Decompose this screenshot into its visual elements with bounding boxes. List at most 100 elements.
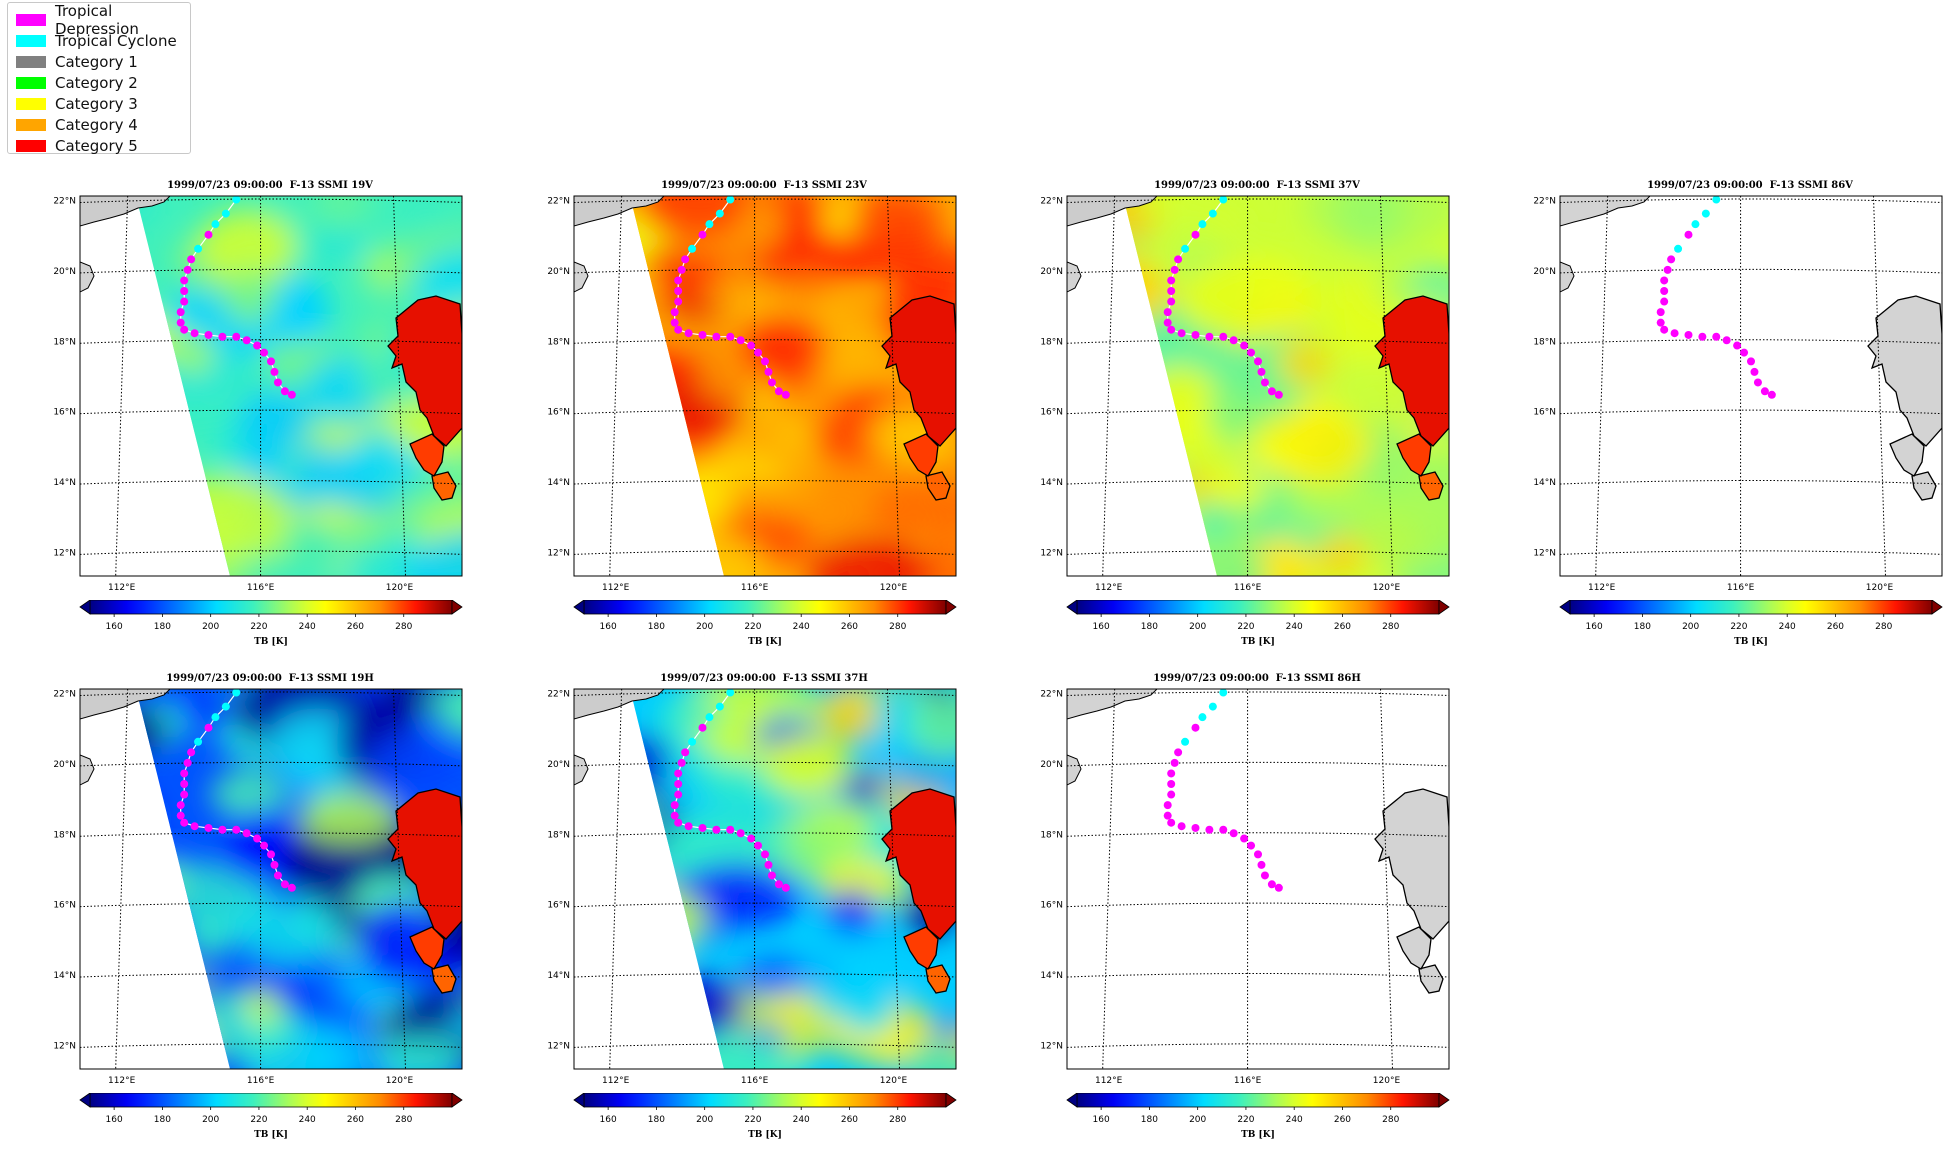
legend-label: Category 5	[55, 136, 138, 155]
lat-tick-label: 22°N	[547, 690, 570, 700]
colorbar-tick-label: 240	[1286, 1115, 1303, 1125]
legend-swatch	[16, 118, 46, 131]
track-point	[698, 330, 707, 339]
track-point	[232, 196, 241, 204]
lat-tick-label: 12°N	[1040, 548, 1063, 558]
colorbar-label: TB [K]	[1241, 637, 1275, 647]
panel-title: 1999/07/23 09:00:00 F-13 SSMI 37H	[660, 673, 868, 684]
lon-tick-label: 112°E	[602, 583, 630, 593]
lat-tick-label: 20°N	[1040, 267, 1063, 277]
track-point	[187, 748, 196, 757]
colorbar-tick-label: 260	[1827, 622, 1844, 632]
lon-tick-label: 112°E	[108, 1076, 136, 1086]
colorbar-tick-label: 240	[1779, 622, 1796, 632]
track-point	[1205, 332, 1214, 341]
track-point	[253, 834, 262, 843]
track-point	[218, 825, 227, 834]
legend-item: Category 3	[16, 93, 182, 114]
colorbar-tick-label: 280	[1875, 622, 1892, 632]
colorbar-tick-label: 160	[1093, 1115, 1110, 1125]
track-point	[774, 387, 783, 396]
track-point	[1733, 341, 1742, 350]
track-point	[1691, 220, 1700, 229]
track-point	[1260, 378, 1269, 387]
track-point	[1167, 818, 1176, 827]
track-point	[180, 287, 189, 295]
lat-tick-label: 12°N	[547, 548, 570, 558]
track-point	[681, 255, 690, 264]
track-point	[260, 348, 269, 357]
colorbar-tick-label: 220	[1730, 622, 1747, 632]
track-point	[1254, 850, 1262, 859]
lat-tick-label: 20°N	[1533, 267, 1556, 277]
track-point	[194, 244, 203, 253]
lat-tick-label: 12°N	[1533, 548, 1556, 558]
lat-tick-label: 12°N	[547, 1041, 570, 1051]
track-point	[712, 825, 721, 834]
track-point	[1660, 276, 1669, 285]
colorbar-tick-label: 280	[395, 1115, 412, 1125]
colorbar: 160 180 200 220 240 260 280 TB [K]	[1559, 600, 1943, 647]
track-point	[242, 829, 251, 838]
lat-tick-label: 16°N	[1040, 901, 1063, 911]
track-point	[747, 341, 756, 350]
track-point	[767, 871, 776, 880]
lon-tick-label: 120°E	[880, 1076, 908, 1086]
colorbar-tick-label: 200	[1189, 1115, 1206, 1125]
legend-item: Category 2	[16, 72, 182, 93]
lat-tick-label: 16°N	[1040, 408, 1063, 418]
track-point	[736, 336, 745, 345]
lat-tick-label: 16°N	[1533, 408, 1556, 418]
lon-tick-label: 120°E	[1866, 583, 1894, 593]
track-point	[1219, 689, 1228, 697]
track-point	[270, 367, 279, 376]
lat-tick-label: 22°N	[1040, 197, 1063, 207]
track-point	[1698, 332, 1707, 341]
track-point	[1163, 308, 1172, 317]
legend-label: Tropical Cyclone	[55, 31, 177, 50]
track-point	[287, 883, 296, 892]
track-point	[715, 702, 724, 711]
lat-tick-label: 18°N	[1533, 337, 1556, 347]
panel-title: 1999/07/23 09:00:00 F-13 SSMI 86V	[1647, 180, 1853, 191]
track-point	[1670, 329, 1679, 338]
brightness-map: 22°N 20°N 18°N 16°N 14°N 12°N 112°E 116°E 120°E	[547, 195, 957, 593]
track-point	[674, 769, 683, 778]
track-point	[674, 287, 683, 295]
lon-tick-label: 120°E	[386, 583, 414, 593]
colorbar-tick-label: 200	[696, 622, 713, 632]
colorbar-tick-label: 160	[106, 622, 123, 632]
lon-tick-label: 116°E	[1234, 1076, 1262, 1086]
colorbar-tick-label: 260	[841, 622, 858, 632]
track-point	[1167, 769, 1176, 778]
track-point	[1167, 287, 1176, 295]
track-point	[232, 689, 241, 697]
colorbar: 160 180 200 220 240 260 280 TB [K]	[79, 1093, 463, 1140]
colorbar-tick-label: 220	[744, 622, 761, 632]
lat-tick-label: 18°N	[53, 830, 76, 840]
track-point	[677, 758, 686, 767]
track-point	[1240, 834, 1249, 843]
lon-tick-label: 116°E	[1727, 583, 1755, 593]
colorbar: 160 180 200 220 240 260 280 TB [K]	[1066, 600, 1450, 647]
track-point	[242, 336, 251, 345]
lat-tick-label: 14°N	[1040, 971, 1063, 981]
track-point	[1767, 390, 1776, 399]
colorbar-tick-label: 160	[106, 1115, 123, 1125]
track-point	[1712, 332, 1721, 341]
track-point	[1181, 244, 1190, 253]
track-point	[180, 769, 189, 778]
colorbar-tick-label: 260	[1334, 622, 1351, 632]
track-point	[1219, 825, 1228, 834]
track-point	[180, 276, 189, 285]
track-point	[674, 297, 683, 306]
track-point	[1760, 387, 1769, 396]
track-point	[1167, 297, 1176, 306]
track-point	[253, 341, 262, 350]
track-point	[764, 860, 773, 869]
track-point	[1167, 790, 1176, 799]
track-point	[736, 829, 745, 838]
track-point	[204, 823, 213, 832]
lat-tick-label: 14°N	[53, 478, 76, 488]
colorbar-label: TB [K]	[748, 1130, 782, 1140]
